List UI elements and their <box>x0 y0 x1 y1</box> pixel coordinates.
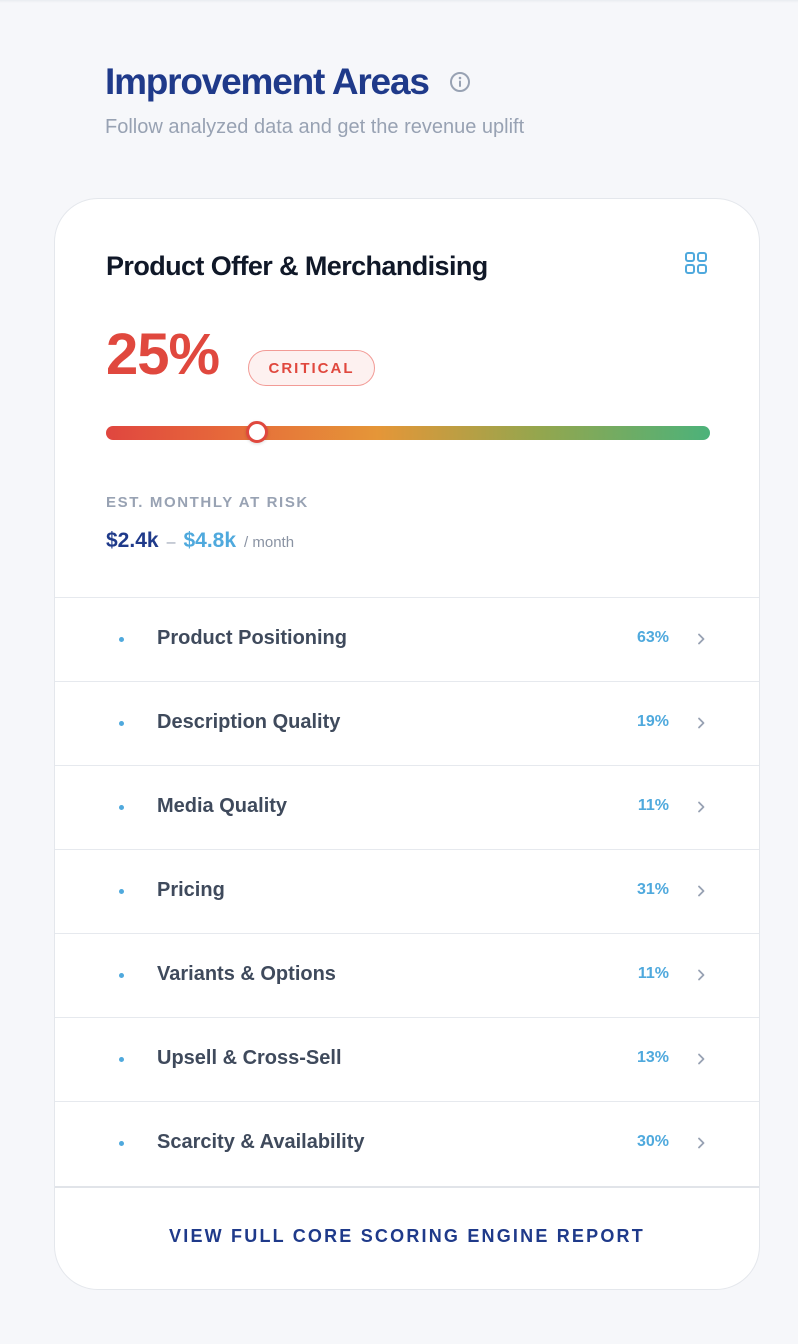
card-header: Product Offer & Merchandising 25% CRITIC… <box>55 199 759 598</box>
score-gradient-bar <box>106 426 710 440</box>
top-divider <box>0 0 798 3</box>
chevron-right-icon <box>694 632 708 646</box>
bullet-dot <box>119 973 124 978</box>
item-percent: 11% <box>637 797 669 814</box>
item-percent: 19% <box>636 713 669 730</box>
risk-high-value: $4.8k <box>183 529 237 552</box>
info-icon[interactable] <box>449 71 471 93</box>
risk-separator: – <box>166 534 176 551</box>
item-label: Product Positioning <box>157 627 347 649</box>
item-percent: 31% <box>636 881 669 898</box>
chevron-right-icon <box>694 716 708 730</box>
item-percent: 11% <box>637 965 669 982</box>
item-percent: 13% <box>636 1049 669 1066</box>
title-row: Improvement Areas <box>105 58 745 106</box>
list-item[interactable]: Variants & Options 11% <box>55 934 759 1018</box>
score-meter <box>106 421 710 443</box>
list-item[interactable]: Pricing 31% <box>55 850 759 934</box>
list-item[interactable]: Media Quality 11% <box>55 766 759 850</box>
page-title: Improvement Areas <box>105 61 430 102</box>
risk-unit: / month <box>244 534 295 551</box>
page-header: Improvement Areas Follow analyzed data a… <box>105 58 745 139</box>
list-item[interactable]: Product Positioning 63% <box>55 598 759 682</box>
bullet-dot <box>119 889 124 894</box>
item-label: Scarcity & Availability <box>157 1131 365 1153</box>
bullet-dot <box>119 1141 124 1146</box>
chevron-right-icon <box>694 800 708 814</box>
list-item[interactable]: Upsell & Cross-Sell 13% <box>55 1018 759 1102</box>
bullet-dot <box>119 721 124 726</box>
item-label: Description Quality <box>157 711 341 733</box>
grid-icon[interactable] <box>684 251 708 275</box>
improvement-card: Product Offer & Merchandising 25% CRITIC… <box>54 198 760 1290</box>
item-label: Upsell & Cross-Sell <box>157 1047 342 1069</box>
list-item[interactable]: Description Quality 19% <box>55 682 759 766</box>
page-subtitle: Follow analyzed data and get the revenue… <box>105 116 525 138</box>
risk-label: EST. MONTHLY AT RISK <box>106 494 309 511</box>
chevron-right-icon <box>694 884 708 898</box>
chevron-right-icon <box>694 1136 708 1150</box>
bullet-dot <box>119 805 124 810</box>
item-percent: 63% <box>636 629 669 646</box>
risk-low-value: $2.4k <box>106 529 159 552</box>
card-title: Product Offer & Merchandising <box>106 251 488 281</box>
item-label: Pricing <box>157 879 225 901</box>
score-value: 25% <box>106 322 220 387</box>
view-full-report-link[interactable]: VIEW FULL CORE SCORING ENGINE REPORT <box>169 1226 645 1246</box>
bullet-dot <box>119 637 124 642</box>
chevron-right-icon <box>694 968 708 982</box>
status-badge: CRITICAL <box>248 350 375 386</box>
risk-range: $2.4k – $4.8k / month <box>106 529 294 553</box>
item-percent: 30% <box>636 1133 669 1150</box>
bullet-dot <box>119 1057 124 1062</box>
improvement-list: Product Positioning 63% Description Qual… <box>55 598 759 1188</box>
chevron-right-icon <box>694 1052 708 1066</box>
score-marker <box>246 421 268 443</box>
item-label: Variants & Options <box>157 963 336 985</box>
item-label: Media Quality <box>157 795 288 817</box>
list-item[interactable]: Scarcity & Availability 30% <box>55 1102 759 1188</box>
